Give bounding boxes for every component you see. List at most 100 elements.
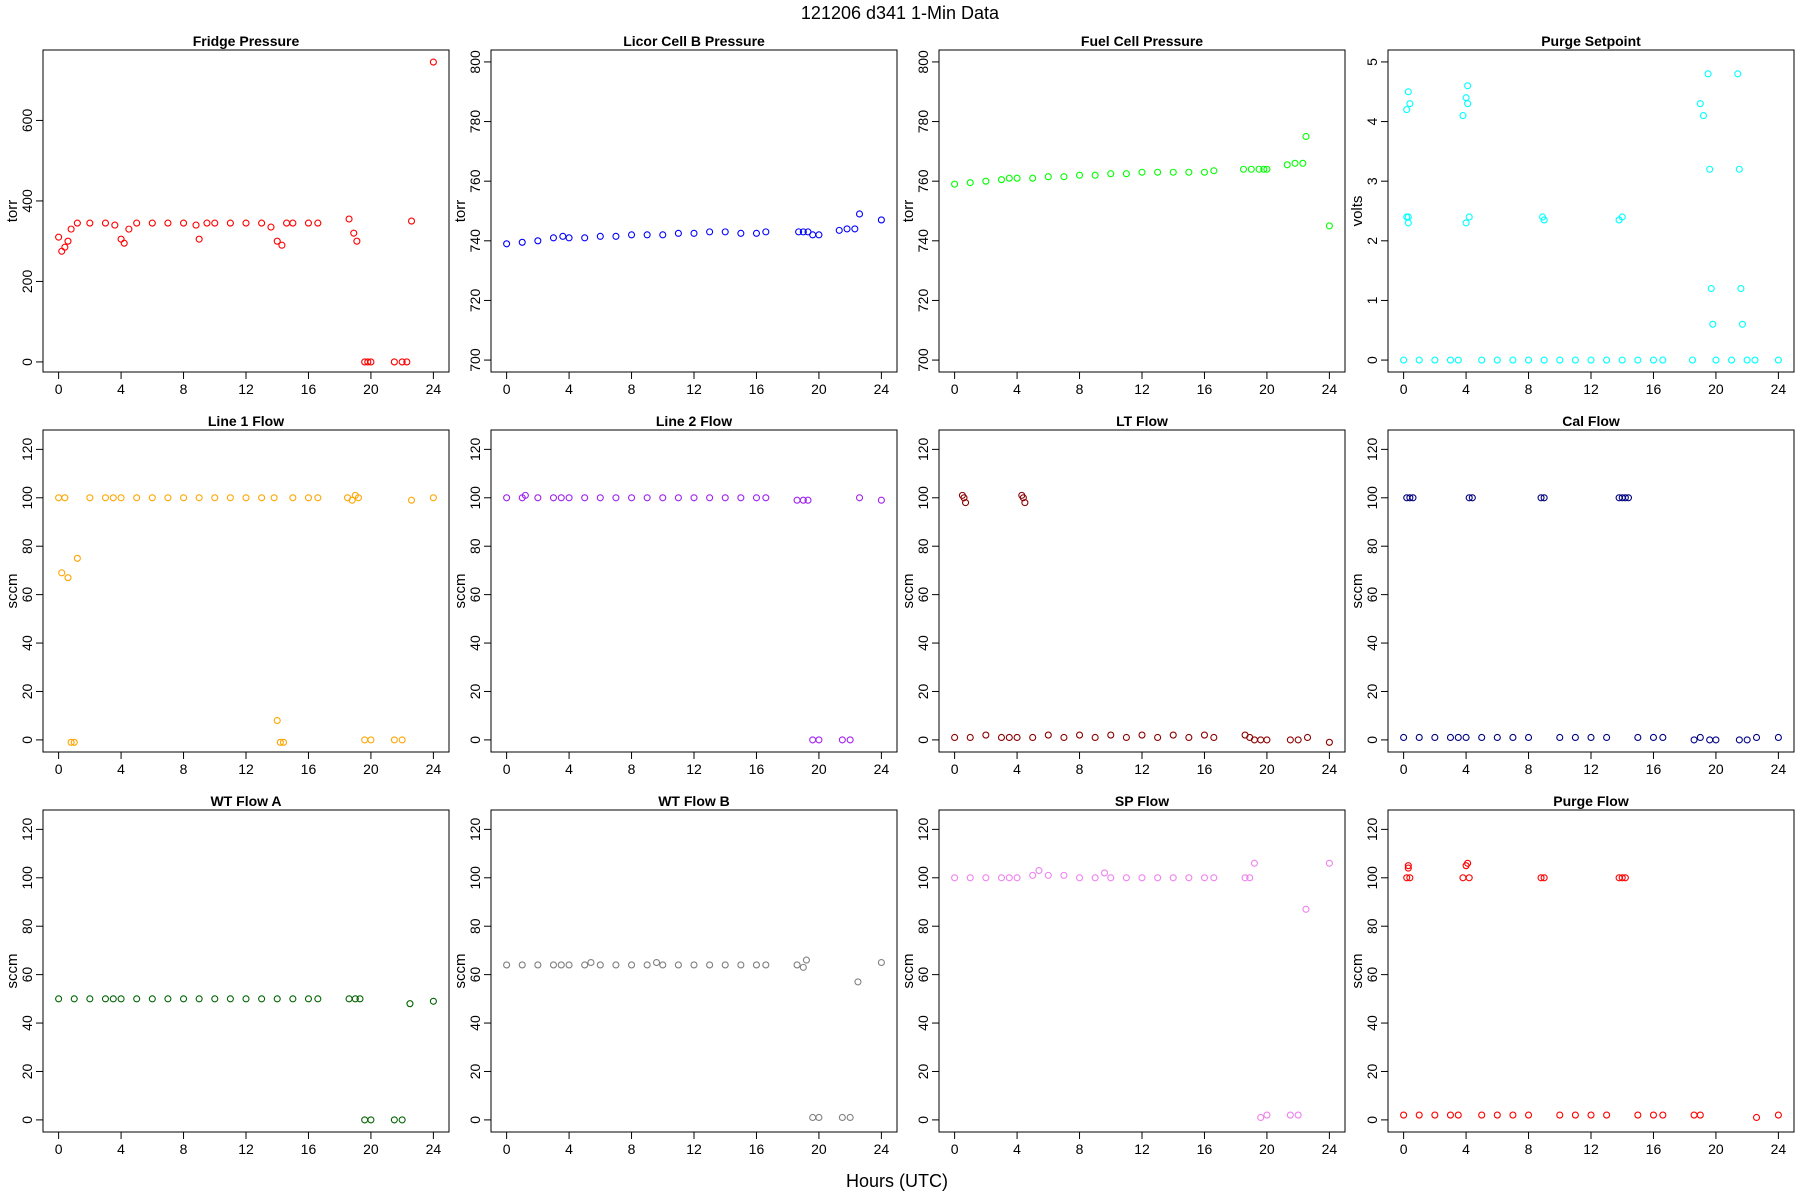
data-point [429, 997, 437, 1005]
x-tick-label: 0 [55, 1141, 63, 1157]
data-point [1403, 874, 1411, 882]
x-tick-label: 4 [565, 1141, 573, 1157]
y-tick-label: 0 [467, 736, 483, 744]
data-point [1734, 70, 1742, 78]
data-point [109, 995, 117, 1003]
data-point [557, 494, 565, 502]
data-point [403, 358, 411, 366]
x-tick-label: 0 [55, 381, 63, 397]
x-tick-label: 16 [301, 761, 317, 777]
data-point [211, 219, 219, 227]
y-tick-label: 5 [1364, 58, 1380, 66]
data-point [1659, 1111, 1667, 1119]
y-tick-label: 40 [1364, 635, 1380, 651]
data-point [795, 228, 803, 236]
data-point [1774, 733, 1782, 742]
y-tick-label: 20 [467, 1063, 483, 1079]
data-point [1587, 356, 1595, 364]
data-point [1752, 1113, 1761, 1122]
data-point [1400, 733, 1408, 742]
data-point [627, 231, 636, 239]
data-point [1468, 494, 1476, 502]
data-point [809, 1113, 817, 1122]
data-point [1587, 1111, 1595, 1119]
data-point [1044, 731, 1052, 739]
data-point [148, 995, 156, 1003]
data-point [534, 237, 542, 245]
data-point [226, 219, 234, 227]
panel-title: Cal Flow [1562, 413, 1620, 429]
data-point [565, 961, 573, 969]
data-point [1005, 174, 1013, 182]
data-point [1075, 874, 1084, 882]
x-tick-label: 8 [180, 1141, 188, 1157]
data-point [1169, 168, 1177, 176]
data-point [429, 494, 437, 502]
data-point [1431, 733, 1439, 742]
y-tick-label: 120 [915, 437, 931, 461]
y-axis-label: torr [900, 200, 917, 223]
y-axis-label: torr [452, 200, 469, 223]
data-point [117, 235, 125, 243]
x-tick-label: 4 [1462, 761, 1470, 777]
y-tick-label: 200 [19, 270, 35, 294]
data-point [226, 995, 234, 1003]
x-tick-label: 8 [628, 1141, 636, 1157]
data-point [752, 494, 761, 502]
panel-title: Licor Cell B Pressure [623, 33, 765, 49]
y-tick-label: 720 [915, 289, 931, 313]
y-tick-label: 60 [1364, 587, 1380, 603]
data-point [627, 494, 636, 502]
x-tick-label: 24 [426, 1141, 442, 1157]
data-point [117, 494, 125, 502]
data-point [1571, 1111, 1579, 1119]
data-point [58, 247, 66, 255]
data-point [367, 358, 375, 366]
panel-title: Fuel Cell Pressure [1081, 33, 1203, 49]
data-point [1454, 356, 1462, 364]
data-point [1618, 356, 1626, 364]
y-tick-label: 700 [915, 348, 931, 372]
data-point [1603, 1111, 1611, 1119]
data-point [534, 494, 542, 502]
x-tick-label: 20 [1259, 1141, 1275, 1157]
data-point [1431, 1111, 1439, 1119]
y-tick-label: 100 [915, 866, 931, 890]
y-tick-label: 20 [1364, 683, 1380, 699]
panel-lt-flow: LT Flow sccm 0 4 8 12 16 20 24 0 20 40 60 80 100 120 [900, 413, 1346, 777]
data-point [86, 494, 94, 502]
data-point [1107, 731, 1115, 739]
y-tick-label: 40 [915, 1015, 931, 1031]
plot-frame [1387, 809, 1795, 1133]
data-point [101, 995, 110, 1003]
plot-frame [42, 809, 450, 1133]
data-point [1707, 284, 1715, 293]
x-tick-label: 24 [874, 1141, 890, 1157]
y-tick-label: 40 [467, 1015, 483, 1031]
x-tick-label: 16 [1646, 1141, 1662, 1157]
data-point [877, 496, 885, 504]
data-point [1185, 874, 1193, 882]
x-tick-label: 16 [1197, 381, 1213, 397]
data-point [706, 228, 714, 236]
y-tick-label: 800 [915, 50, 931, 74]
data-point [1044, 173, 1052, 181]
data-point [258, 995, 266, 1003]
x-tick-label: 12 [1134, 381, 1150, 397]
data-point [195, 494, 203, 502]
x-tick-label: 8 [628, 761, 636, 777]
x-tick-label: 16 [749, 761, 765, 777]
y-tick-label: 40 [19, 635, 35, 651]
data-point [1406, 874, 1414, 882]
data-point [1493, 733, 1501, 742]
data-point [70, 738, 78, 746]
data-point [1210, 733, 1218, 742]
y-tick-label: 600 [19, 109, 35, 133]
data-point [877, 216, 885, 224]
data-point [1571, 733, 1579, 742]
data-point [64, 574, 72, 582]
data-point [1649, 1111, 1658, 1119]
data-point [846, 1113, 854, 1122]
data-point [643, 961, 651, 969]
plot-frame [1387, 429, 1795, 753]
